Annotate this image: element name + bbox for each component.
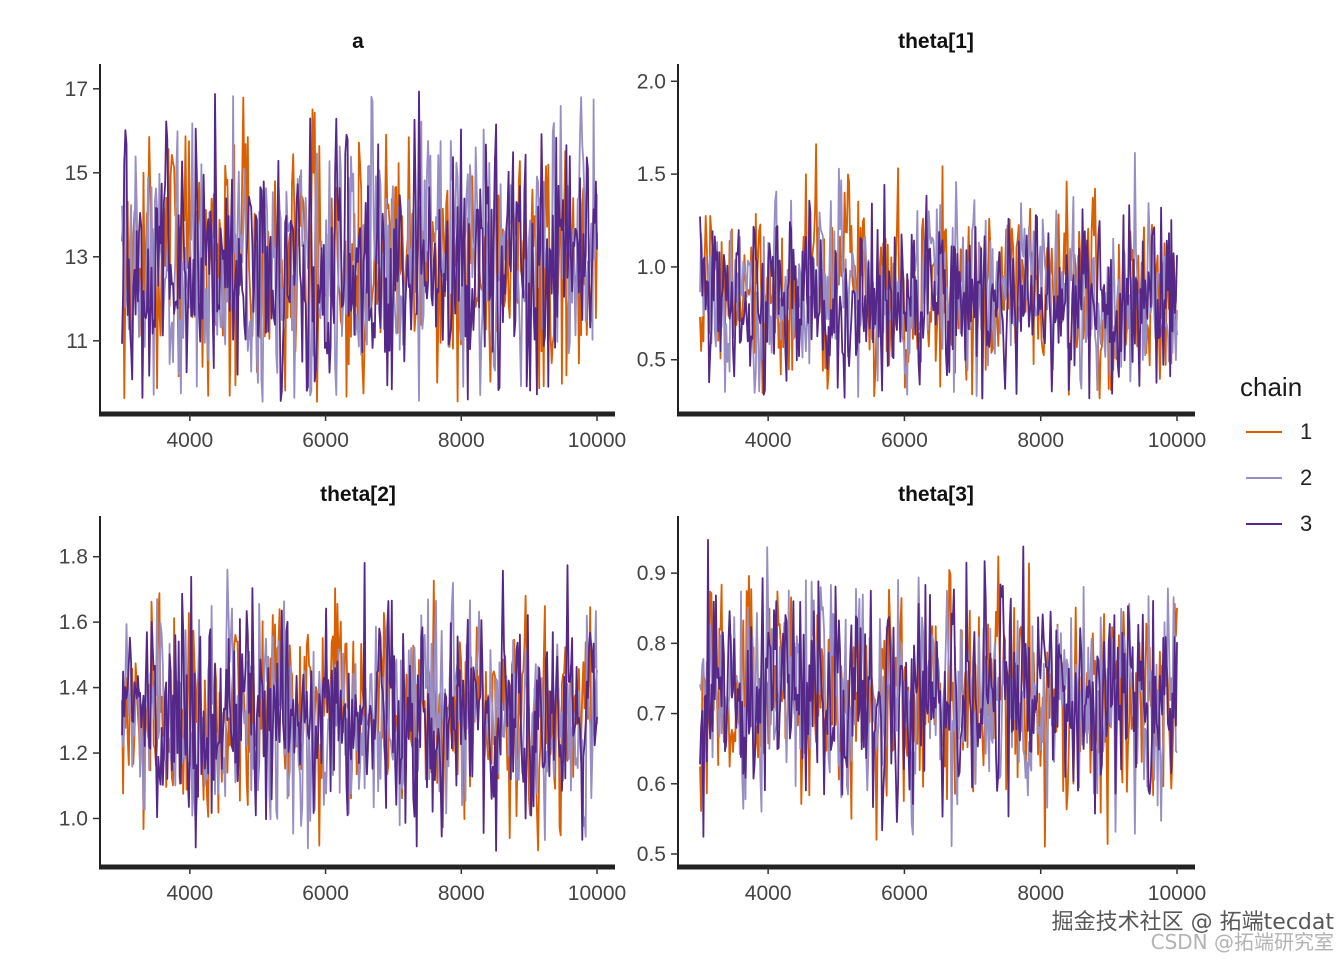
trace-chain-3 xyxy=(699,183,1178,400)
y-tick-label: 1.0 xyxy=(59,807,88,830)
legend-swatch-3 xyxy=(1246,523,1282,525)
panel-title: theta[3] xyxy=(898,483,974,506)
legend-label-1: 1 xyxy=(1300,419,1313,444)
y-tick-label: 0.6 xyxy=(637,773,666,796)
x-tick-label: 4000 xyxy=(166,429,213,452)
x-tick-label: 10000 xyxy=(568,429,626,452)
x-tick-label: 10000 xyxy=(1148,429,1206,452)
panel-theta[2]: theta[2] 1.0 1.2 1.4 1.6 1.8 4000 6000 8000 10000 xyxy=(59,483,626,905)
x-tick-label: 6000 xyxy=(302,429,349,452)
y-tick-label: 1.8 xyxy=(59,546,88,569)
panel-title: theta[1] xyxy=(898,30,974,53)
x-tick-label: 8000 xyxy=(438,429,485,452)
x-tick-label: 8000 xyxy=(438,882,485,905)
trace-chain-3 xyxy=(121,562,598,852)
x-tick-label: 6000 xyxy=(302,882,349,905)
panel-theta[1]: theta[1] 0.5 1.0 1.5 2.0 4000 6000 8000 10000 xyxy=(637,30,1206,452)
legend-title: chain xyxy=(1240,372,1303,402)
trace-chain-2 xyxy=(699,546,1178,848)
panel-a: a 11 13 15 17 4000 6000 8000 10000 xyxy=(65,30,627,452)
legend-item-chain-2: 2 xyxy=(1240,463,1340,509)
x-tick-label: 8000 xyxy=(1017,429,1064,452)
y-tick-label: 15 xyxy=(65,162,88,185)
x-tick-label: 6000 xyxy=(881,429,928,452)
trace-group xyxy=(699,539,1178,848)
y-tick-label: 0.5 xyxy=(637,349,666,372)
x-tick-label: 10000 xyxy=(1148,882,1206,905)
panel-theta[3]: theta[3] 0.5 0.6 0.7 0.8 0.9 4000 6000 8000 10000 xyxy=(637,483,1206,905)
legend-label-3: 3 xyxy=(1300,511,1313,536)
y-tick-label: 1.0 xyxy=(637,256,666,279)
x-tick-label: 4000 xyxy=(166,882,213,905)
legend-item-chain-3: 3 xyxy=(1240,509,1340,555)
y-tick-label: 1.2 xyxy=(59,742,88,765)
trace-chain-2 xyxy=(121,95,598,403)
watermark-juejin: 掘金技术社区 @ 拓端tecdat xyxy=(1051,910,1334,935)
y-tick-label: 2.0 xyxy=(637,70,666,93)
panel-title: theta[2] xyxy=(320,483,396,506)
y-tick-label: 11 xyxy=(66,330,88,353)
trace-group xyxy=(121,90,598,403)
y-tick-label: 0.9 xyxy=(637,562,666,585)
y-tick-label: 1.5 xyxy=(637,163,666,186)
trace-chain-3 xyxy=(699,539,1178,838)
y-tick-label: 1.6 xyxy=(59,611,88,634)
y-tick-label: 0.5 xyxy=(637,843,666,866)
chain-legend: chain 1 2 3 xyxy=(1240,372,1340,555)
panel-title: a xyxy=(352,30,364,53)
y-tick-label: 0.8 xyxy=(637,632,666,655)
y-tick-label: 0.7 xyxy=(637,703,666,726)
x-tick-label: 4000 xyxy=(745,882,792,905)
x-tick-label: 6000 xyxy=(881,882,928,905)
x-tick-label: 4000 xyxy=(745,429,792,452)
x-tick-label: 8000 xyxy=(1017,882,1064,905)
y-tick-label: 1.4 xyxy=(59,677,89,700)
x-tick-label: 10000 xyxy=(568,882,626,905)
trace-group xyxy=(699,143,1178,400)
y-tick-label: 17 xyxy=(65,78,88,101)
trace-group xyxy=(121,562,598,852)
legend-swatch-2 xyxy=(1246,477,1282,479)
trace-chain-3 xyxy=(121,90,598,402)
legend-label-2: 2 xyxy=(1300,465,1313,490)
y-tick-label: 13 xyxy=(65,246,88,269)
watermark-csdn: CSDN @拓端研究室 xyxy=(1150,930,1334,954)
legend-swatch-1 xyxy=(1246,431,1282,433)
legend-item-chain-1: 1 xyxy=(1240,417,1340,463)
